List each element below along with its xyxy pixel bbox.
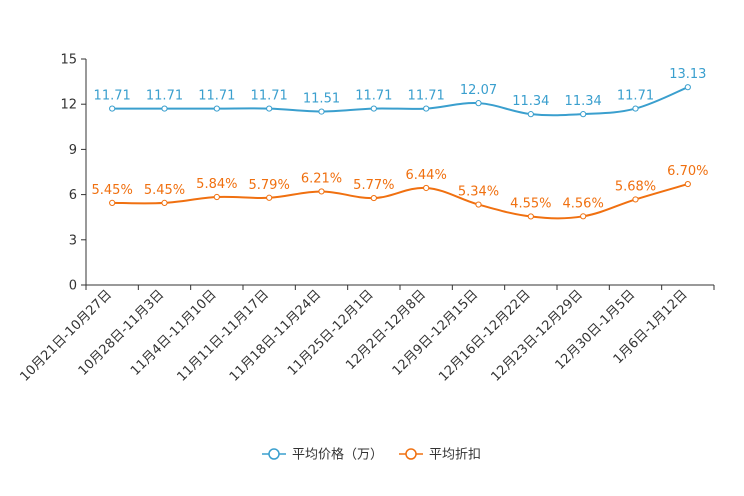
data-label: 5.45% xyxy=(144,183,185,198)
data-label: 11.71 xyxy=(146,89,183,104)
series-line-0 xyxy=(112,86,689,117)
data-label: 6.21% xyxy=(301,171,342,186)
y-tick-label: 6 xyxy=(69,188,77,203)
data-label: 12.07 xyxy=(460,83,497,98)
data-point[interactable] xyxy=(109,105,116,112)
data-label: 4.56% xyxy=(563,196,604,211)
data-point[interactable] xyxy=(580,111,587,118)
data-point[interactable] xyxy=(370,194,377,202)
data-label: 11.71 xyxy=(617,89,654,104)
x-tick-label: 11月18日-11月24日 xyxy=(227,287,324,384)
data-label: 5.34% xyxy=(458,185,499,200)
data-point[interactable] xyxy=(109,199,116,206)
data-point[interactable] xyxy=(423,184,430,192)
data-point[interactable] xyxy=(684,180,691,188)
data-point[interactable] xyxy=(161,105,168,112)
y-tick-label: 0 xyxy=(69,279,77,294)
x-tick-label: 12月16日-12月22日 xyxy=(436,287,533,384)
data-point[interactable] xyxy=(161,199,168,206)
x-tick-label: 10月21日-10月27日 xyxy=(18,287,115,384)
data-label: 5.68% xyxy=(615,179,656,194)
series-line-1 xyxy=(112,183,689,220)
data-point[interactable] xyxy=(318,188,325,195)
data-label: 11.71 xyxy=(198,89,235,104)
data-point[interactable] xyxy=(213,105,220,112)
data-point[interactable] xyxy=(423,105,430,112)
data-point[interactable] xyxy=(213,193,220,201)
data-label: 5.79% xyxy=(249,178,290,193)
data-point[interactable] xyxy=(475,201,482,208)
data-point[interactable] xyxy=(318,108,325,115)
data-point[interactable] xyxy=(266,105,273,112)
data-point[interactable] xyxy=(527,111,534,118)
data-label: 6.44% xyxy=(406,168,447,183)
legend: 平均价格（万） 平均折扣 xyxy=(262,447,481,463)
y-tick-label: 3 xyxy=(69,233,77,248)
data-label: 11.71 xyxy=(251,89,288,104)
data-label: 5.45% xyxy=(92,183,133,198)
data-label: 11.34 xyxy=(565,94,602,109)
data-label: 11.51 xyxy=(303,92,340,107)
data-label: 11.34 xyxy=(512,94,549,109)
data-point[interactable] xyxy=(632,105,639,112)
x-tick-label: 12月23日-12月29日 xyxy=(489,287,586,384)
x-tick-label: 11月11日-11月17日 xyxy=(175,287,272,384)
legend-item-label[interactable]: 平均价格（万） xyxy=(292,447,383,463)
legend-marker-icon xyxy=(268,448,280,460)
data-label: 11.71 xyxy=(94,89,131,104)
data-label: 6.70% xyxy=(667,164,708,179)
data-point[interactable] xyxy=(370,105,377,112)
data-label: 11.71 xyxy=(355,89,392,104)
data-label: 5.77% xyxy=(353,178,394,193)
data-point[interactable] xyxy=(527,213,534,220)
data-point[interactable] xyxy=(580,213,587,220)
data-point[interactable] xyxy=(632,196,639,203)
series-lines xyxy=(112,86,689,220)
data-label: 4.55% xyxy=(510,196,551,211)
legend-item-label[interactable]: 平均折扣 xyxy=(429,448,481,463)
data-label: 5.84% xyxy=(196,177,237,192)
y-tick-label: 12 xyxy=(60,98,77,113)
data-label: 13.13 xyxy=(669,67,706,82)
data-labels: 11.71 11.71 11.71 11.71 11.51 11.71 11.71 12.07… xyxy=(92,67,709,211)
y-tick-label: 9 xyxy=(69,143,77,158)
data-point[interactable] xyxy=(266,194,273,201)
y-tick-label: 15 xyxy=(60,53,77,68)
legend-marker-icon xyxy=(405,448,417,460)
data-point[interactable] xyxy=(684,84,691,91)
data-label: 11.71 xyxy=(408,89,445,104)
data-point[interactable] xyxy=(475,100,482,107)
series-points xyxy=(109,84,691,220)
